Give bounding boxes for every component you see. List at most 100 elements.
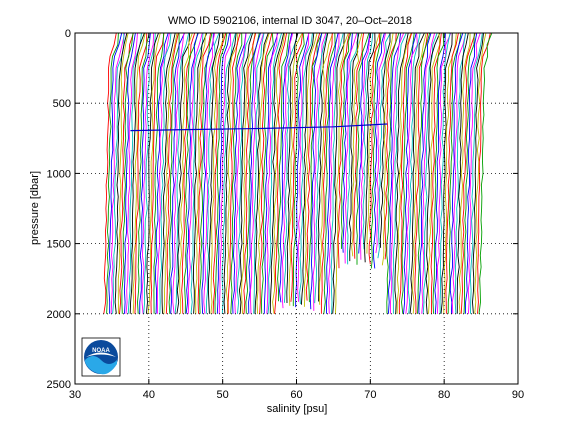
profile-line	[259, 32, 273, 314]
profile-line	[414, 32, 429, 314]
profile-line	[221, 32, 236, 314]
profile-line	[386, 32, 400, 314]
profile-line	[344, 32, 358, 264]
profile-line	[308, 32, 323, 303]
profile-line	[456, 32, 469, 314]
profile-line	[245, 32, 260, 314]
x-axis-title: salinity [psu]	[267, 403, 328, 415]
profile-line	[439, 32, 451, 314]
profile-line	[346, 32, 359, 265]
profile-line	[334, 32, 349, 314]
svg-text:NOAA: NOAA	[92, 348, 110, 354]
y-tick-label: 1000	[47, 168, 71, 180]
profile-line	[274, 32, 288, 314]
profile-line	[465, 32, 478, 314]
y-tick-label: 2500	[47, 379, 71, 391]
profile-line	[172, 32, 185, 314]
profile-line	[436, 32, 452, 314]
profile-line	[129, 32, 145, 314]
profile-line	[467, 32, 481, 314]
profile-line	[286, 32, 299, 304]
profile-line	[430, 32, 442, 314]
profile-line	[309, 32, 323, 310]
profile-line	[123, 32, 136, 314]
profile-line	[176, 32, 191, 314]
profile-line	[377, 32, 391, 259]
profile-line	[170, 32, 185, 314]
profile-line	[305, 32, 321, 301]
profile-line	[372, 32, 385, 269]
profile-line	[168, 32, 180, 314]
x-tick-label: 60	[290, 389, 302, 401]
profile-line	[297, 33, 310, 302]
profile-line	[445, 32, 459, 314]
profile-line	[458, 32, 471, 314]
profile-line	[454, 32, 467, 314]
profile-line	[403, 32, 417, 314]
x-tick-label: 80	[438, 389, 450, 401]
profile-line	[203, 32, 216, 314]
profile-line	[187, 32, 203, 314]
y-axis-title: pressure [dbar]	[29, 171, 41, 245]
profile-line	[460, 32, 476, 314]
x-tick-label: 50	[217, 389, 229, 401]
profile-line	[381, 32, 394, 266]
profile-line	[300, 32, 315, 305]
profile-line	[223, 32, 237, 314]
profile-line	[394, 32, 409, 314]
profile-line	[110, 32, 126, 314]
highlight-layer	[130, 123, 388, 132]
profile-line	[353, 32, 365, 259]
profile-line	[368, 32, 381, 265]
profile-line	[440, 32, 453, 314]
profile-line	[355, 32, 370, 265]
profile-line	[362, 32, 374, 250]
profile-line	[159, 32, 172, 314]
profile-line	[418, 32, 432, 314]
profile-line	[379, 33, 391, 248]
chart-title: WMO ID 5902106, internal ID 3047, 20–Oct…	[168, 15, 412, 27]
profile-line	[425, 32, 441, 314]
profile-line	[139, 32, 151, 314]
profile-line	[183, 32, 199, 314]
profile-line	[317, 32, 329, 302]
y-tick-label: 1500	[47, 239, 71, 251]
x-tick-label: 30	[69, 389, 81, 401]
profile-line	[417, 32, 431, 314]
profile-line	[155, 32, 169, 314]
profile-line	[216, 32, 231, 314]
profile-line	[254, 32, 269, 314]
profile-line	[281, 32, 294, 309]
profile-line	[348, 32, 360, 262]
profile-line	[125, 32, 138, 314]
profile-line	[192, 32, 208, 314]
profile-line	[243, 32, 257, 314]
profile-line	[238, 32, 254, 314]
profile-line	[422, 32, 438, 314]
profile-line	[121, 32, 134, 314]
profile-line	[230, 32, 243, 314]
profile-line	[421, 32, 436, 314]
profile-line	[141, 32, 155, 314]
profile-line	[218, 32, 232, 314]
profile-line	[366, 32, 380, 254]
profile-line	[195, 32, 206, 314]
profile-line	[330, 32, 344, 314]
profile-line	[292, 32, 305, 307]
profile-line	[205, 32, 220, 314]
profile-line	[409, 32, 425, 314]
profile-line	[210, 32, 225, 314]
profile-line	[325, 32, 339, 314]
profile-line	[364, 32, 376, 263]
profile-line	[241, 32, 256, 314]
profile-line	[360, 32, 372, 260]
profile-line	[318, 32, 334, 305]
profile-line	[277, 32, 290, 302]
profile-line	[279, 32, 293, 303]
profile-line	[248, 32, 261, 314]
profile-line	[165, 32, 179, 314]
y-tick-label: 2000	[47, 309, 71, 321]
profile-line	[449, 32, 464, 314]
